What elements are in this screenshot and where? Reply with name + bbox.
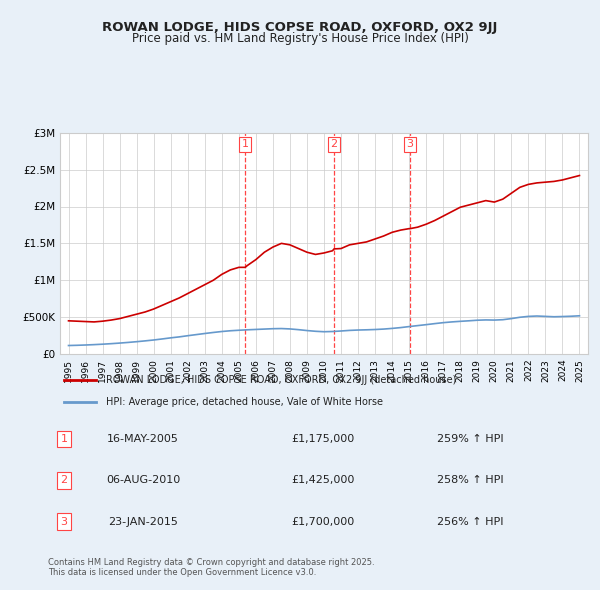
Text: 1: 1 — [61, 434, 67, 444]
Text: 06-AUG-2010: 06-AUG-2010 — [106, 476, 180, 485]
Text: £1,425,000: £1,425,000 — [291, 476, 354, 485]
Text: 23-JAN-2015: 23-JAN-2015 — [108, 517, 178, 526]
Text: 258% ↑ HPI: 258% ↑ HPI — [437, 476, 504, 485]
Text: Contains HM Land Registry data © Crown copyright and database right 2025.: Contains HM Land Registry data © Crown c… — [48, 558, 374, 566]
Text: 256% ↑ HPI: 256% ↑ HPI — [437, 517, 503, 526]
Text: 2: 2 — [60, 476, 67, 485]
Text: £1,700,000: £1,700,000 — [291, 517, 354, 526]
Text: Price paid vs. HM Land Registry's House Price Index (HPI): Price paid vs. HM Land Registry's House … — [131, 32, 469, 45]
Text: £1,175,000: £1,175,000 — [291, 434, 354, 444]
Text: This data is licensed under the Open Government Licence v3.0.: This data is licensed under the Open Gov… — [48, 568, 316, 576]
Text: ROWAN LODGE, HIDS COPSE ROAD, OXFORD, OX2 9JJ: ROWAN LODGE, HIDS COPSE ROAD, OXFORD, OX… — [103, 21, 497, 34]
Text: 259% ↑ HPI: 259% ↑ HPI — [437, 434, 504, 444]
Text: ROWAN LODGE, HIDS COPSE ROAD, OXFORD, OX2 9JJ (detached house): ROWAN LODGE, HIDS COPSE ROAD, OXFORD, OX… — [106, 375, 457, 385]
Text: 3: 3 — [407, 139, 413, 149]
Text: 16-MAY-2005: 16-MAY-2005 — [107, 434, 179, 444]
Text: HPI: Average price, detached house, Vale of White Horse: HPI: Average price, detached house, Vale… — [106, 397, 383, 407]
Text: 3: 3 — [61, 517, 67, 526]
Text: 1: 1 — [242, 139, 248, 149]
Text: 2: 2 — [331, 139, 338, 149]
